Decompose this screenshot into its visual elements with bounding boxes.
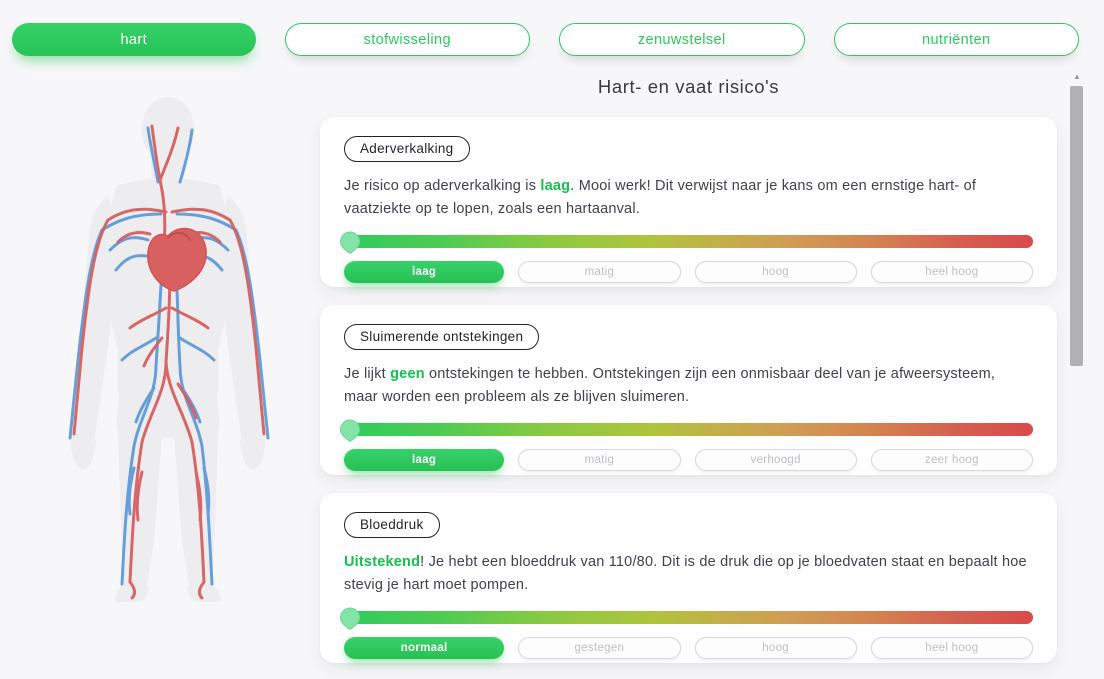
category-tabs: hart stofwisseling zenuwstelsel nutriënt… [12, 23, 1079, 56]
tab-nutrienten[interactable]: nutriënten [833, 23, 1079, 56]
level-heel-hoog[interactable]: heel hoog [870, 636, 1033, 659]
level-laag[interactable]: laag [344, 260, 505, 283]
risk-marker-pin-icon [339, 419, 361, 443]
vertical-scrollbar: ▲ [1070, 70, 1084, 670]
scroll-up-arrow-icon[interactable]: ▲ [1073, 72, 1081, 81]
heart-shape [147, 227, 207, 292]
level-hoog[interactable]: hoog [694, 260, 857, 283]
card-description: Uitstekend! Je hebt een bloeddruk van 11… [344, 554, 1027, 594]
risk-marker-pin-icon [339, 607, 361, 631]
card-bloeddruk: Bloeddruk Uitstekend! Je hebt een bloedd… [320, 493, 1057, 663]
level-normaal[interactable]: normaal [344, 636, 505, 659]
highlight-word: Uitstekend [344, 554, 421, 570]
risk-cards-column: Aderverkalking Je risico op aderverkalki… [320, 117, 1057, 679]
risk-level-row: laag matig verhoogd zeer hoog [344, 448, 1033, 471]
level-matig[interactable]: matig [518, 448, 681, 471]
level-hoog[interactable]: hoog [694, 636, 857, 659]
risk-gradient-bar [339, 231, 1033, 255]
card-badge: Bloeddruk [344, 512, 440, 538]
card-badge: Sluimerende ontstekingen [344, 324, 540, 350]
human-body-image [68, 97, 270, 602]
body-circulatory-illustration [28, 88, 303, 613]
risk-level-row: normaal gestegen hoog heel hoog [344, 636, 1033, 659]
risk-level-row: laag matig hoog heel hoog [344, 260, 1033, 283]
card-aderverkalking: Aderverkalking Je risico op aderverkalki… [320, 117, 1057, 287]
card-description: Je risico op aderverkalking is laag. Moo… [344, 178, 977, 218]
page-title: Hart- en vaat risico's [597, 76, 780, 97]
level-laag[interactable]: laag [344, 448, 505, 471]
risk-marker-pin-icon [339, 231, 361, 255]
level-gestegen[interactable]: gestegen [518, 636, 681, 659]
card-description: Je lijkt geen ontstekingen te hebben. On… [344, 366, 996, 406]
card-badge: Aderverkalking [344, 136, 470, 162]
card-sluimerende-ontstekingen: Sluimerende ontstekingen Je lijkt geen o… [320, 305, 1057, 475]
tab-stofwisseling[interactable]: stofwisseling [284, 23, 530, 56]
tab-zenuwstelsel[interactable]: zenuwstelsel [559, 23, 805, 56]
risk-gradient-bar [339, 419, 1033, 443]
scrollbar-thumb[interactable] [1070, 86, 1083, 366]
tab-hart[interactable]: hart [12, 23, 256, 56]
highlight-word: geen [390, 366, 425, 382]
highlight-word: laag [540, 178, 571, 194]
level-matig[interactable]: matig [518, 260, 681, 283]
level-heel-hoog[interactable]: heel hoog [870, 260, 1033, 283]
risk-gradient-bar [339, 607, 1033, 631]
level-zeer-hoog[interactable]: zeer hoog [870, 448, 1033, 471]
level-verhoogd[interactable]: verhoogd [694, 448, 857, 471]
